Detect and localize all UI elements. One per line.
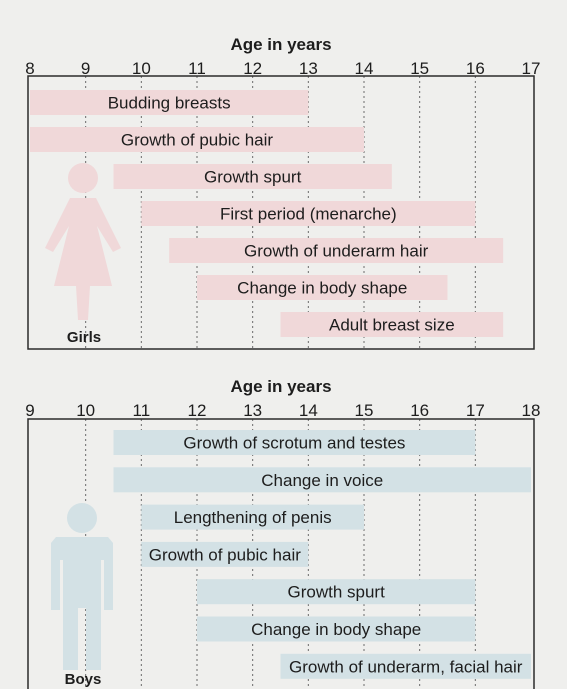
girls-tick-label: 8 — [25, 59, 34, 78]
boys-chart-frame — [27, 418, 535, 689]
boys-group-label: Boys — [65, 671, 102, 688]
boys-bar — [197, 579, 476, 605]
girls-bar — [141, 201, 476, 226]
boys-bar — [197, 616, 476, 642]
boys-bar-label: Growth of pubic hair — [149, 545, 301, 564]
girls-tick-labels: 8 9 10 11 12 13 14 15 16 17 — [25, 59, 540, 78]
girls-bar-label: Change in body shape — [237, 279, 407, 298]
boys-bar — [141, 541, 309, 567]
boys-axis-title: Age in years — [230, 377, 331, 396]
girls-tick-label: 10 — [132, 59, 151, 78]
girls-bar-label: Growth spurt — [204, 168, 302, 187]
boys-tick-label: 16 — [410, 401, 429, 420]
boys-tick-label: 11 — [133, 401, 151, 420]
boys-bar — [113, 430, 476, 455]
girls-tick-label: 17 — [522, 59, 541, 78]
girls-bar-label: Growth of underarm hair — [244, 242, 429, 261]
girls-bar-label: Adult breast size — [329, 316, 455, 335]
girls-axis-title: Age in years — [230, 35, 331, 54]
girls-tick-label: 12 — [243, 59, 262, 78]
boys-bars: Growth of scrotum and testes Change in vo… — [113, 430, 531, 679]
boys-bar — [141, 504, 364, 530]
boys-tick-label: 18 — [522, 401, 541, 420]
girls-chart-frame — [27, 75, 535, 350]
boys-bar-label: Growth spurt — [288, 583, 386, 602]
girls-bar-label: Budding breasts — [108, 94, 231, 113]
boys-bar-label: Change in voice — [261, 471, 383, 490]
girl-silhouette-icon — [45, 163, 121, 320]
boys-tick-label: 13 — [243, 401, 262, 420]
boys-tick-label: 12 — [188, 401, 207, 420]
boys-bar — [113, 467, 531, 493]
boys-tick-labels: 9 10 11 12 13 14 15 16 17 18 — [25, 401, 540, 420]
boys-bar-label: Growth of scrotum and testes — [183, 434, 405, 453]
boys-tick-label: 9 — [25, 401, 34, 420]
boys-tick-label: 14 — [299, 401, 318, 420]
girls-tick-label: 14 — [355, 59, 374, 78]
boys-bar-label: Lengthening of penis — [174, 508, 332, 527]
boys-tick-label: 15 — [355, 401, 374, 420]
girls-tick-label: 9 — [81, 59, 90, 78]
boy-silhouette-icon — [51, 503, 113, 670]
girls-bar — [197, 275, 448, 300]
girls-bar-label: First period (menarche) — [220, 205, 397, 224]
boys-tick-label: 10 — [76, 401, 95, 420]
girls-bar — [113, 164, 392, 189]
boys-chart: Age in years 9 10 11 12 13 14 15 16 17 18 Growth … — [25, 377, 540, 689]
boys-bar — [280, 653, 531, 679]
girls-bar — [280, 312, 504, 337]
girls-bar — [169, 238, 504, 263]
girls-tick-label: 11 — [188, 59, 206, 78]
boys-tick-label: 17 — [466, 401, 485, 420]
girls-tick-label: 16 — [466, 59, 485, 78]
girls-bar — [30, 127, 364, 152]
girls-bar — [30, 90, 309, 115]
boys-bar-label: Growth of underarm, facial hair — [289, 657, 523, 676]
girls-bars: Budding breasts Growth of pubic hair Growt… — [30, 90, 504, 337]
girls-bar-label: Growth of pubic hair — [121, 131, 273, 150]
boys-bar-label: Change in body shape — [251, 620, 421, 639]
girls-chart: Age in years 8 9 10 11 12 13 14 15 16 17 Budding … — [25, 35, 540, 350]
girls-tick-label: 15 — [410, 59, 429, 78]
girls-tick-label: 13 — [299, 59, 318, 78]
girls-group-label: Girls — [67, 329, 101, 346]
